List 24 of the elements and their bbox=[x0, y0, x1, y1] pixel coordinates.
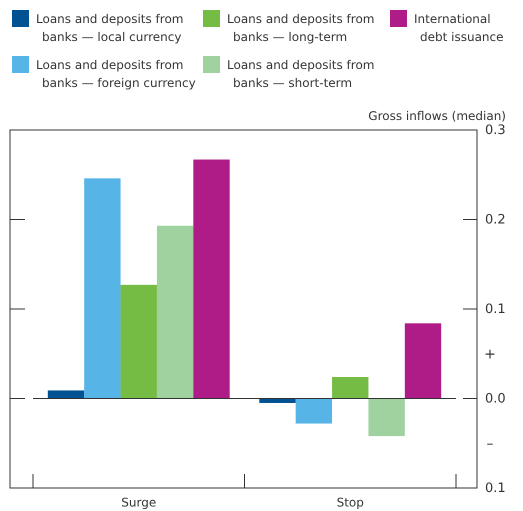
y-tick-label: 0.2 bbox=[485, 212, 506, 228]
legend-label: Loans and deposits from banks — local currency bbox=[36, 12, 184, 44]
bar bbox=[120, 284, 157, 398]
text: – bbox=[486, 436, 494, 452]
bar bbox=[332, 377, 368, 398]
y-tick-label: 0.0 bbox=[485, 392, 506, 407]
x-tick-label: Surge bbox=[121, 496, 156, 510]
bar bbox=[48, 390, 84, 398]
y-tick-label: 0.1 bbox=[485, 302, 506, 318]
bar bbox=[156, 226, 194, 398]
y-axis-title: Gross inflows (median) bbox=[368, 109, 506, 123]
bar bbox=[296, 398, 332, 424]
legend-label: Loans and deposits from banks — short-term bbox=[227, 58, 374, 90]
legend-label: Loans and deposits from banks — long-term bbox=[227, 12, 374, 44]
text: + bbox=[484, 346, 496, 363]
x-tick-label: Stop bbox=[336, 496, 364, 510]
legend-label: Loans and deposits from banks — foreign currency bbox=[36, 58, 196, 90]
y-tick-label: 0.3 bbox=[485, 123, 506, 138]
bar bbox=[84, 178, 121, 398]
y-tick-label: 0.1 bbox=[485, 481, 506, 496]
bar bbox=[193, 160, 230, 398]
legend-label: International debt issuance bbox=[414, 12, 504, 44]
bar bbox=[368, 398, 405, 436]
bar bbox=[404, 323, 442, 398]
